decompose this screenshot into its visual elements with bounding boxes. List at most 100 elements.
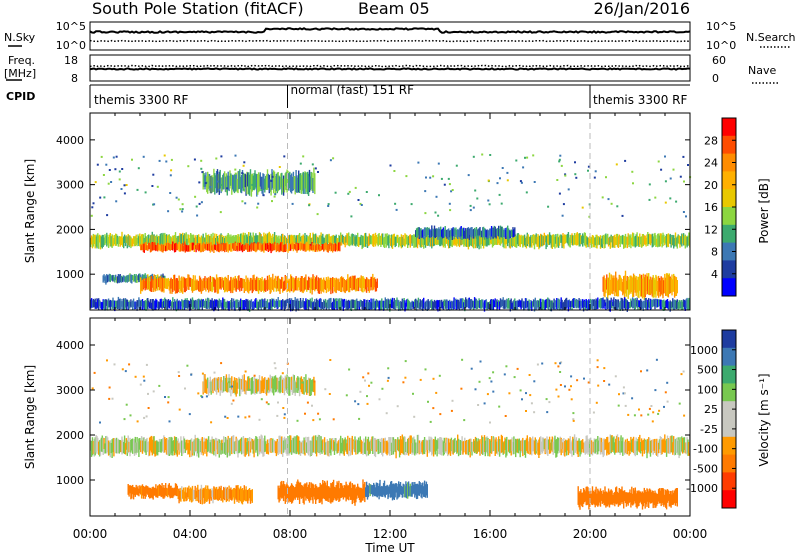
vel-band-0-cell [550,439,553,451]
power-band-0-cell [374,232,377,247]
vel-band-0-cell [187,443,189,455]
power-band-7-cell [423,302,426,309]
power-band-7-cell [241,300,244,311]
vel-band-6-cell [278,380,280,392]
power-band-0-cell [393,233,395,246]
power-band-7-cell [404,300,406,312]
power-band-0-cell [574,235,577,245]
vel-band-4-cell [382,483,385,495]
power-band-7-cell [397,299,399,306]
power-band-1-cell [251,243,253,250]
power-band-0-cell [234,235,236,244]
vel-scatter-cell [432,377,435,380]
vel-band-1-cell [130,485,132,500]
power-band-7-cell [666,299,669,309]
power-band-0-cell [117,237,120,247]
power-band-4-cell [287,170,289,190]
power-band-7-cell [236,299,238,309]
vel-band-4-cell [419,482,421,494]
vel-band-3-cell [281,480,283,499]
vel-scatter-cell [412,392,414,395]
vel-band-0-cell [182,436,185,453]
velocity-colorbar-segment [722,419,736,438]
power-band-3-cell [366,278,369,288]
vel-scatter-cell [546,411,549,414]
power-band-7-cell [663,299,665,311]
power-band-5-cell [484,228,486,238]
vel-band-0-cell [622,437,624,456]
vel-band-0-cell [544,438,546,455]
power-scatter-cell [501,167,504,169]
vel-band-1-cell [148,487,151,499]
power-band-1-cell [205,244,207,251]
power-band-0-cell [225,236,228,245]
power-scatter-cell [469,209,472,212]
power-band-6-cell [662,277,664,299]
power-band-0-cell [114,235,116,245]
power-band-0-cell [296,235,298,248]
vel-band-0-cell [346,443,348,454]
power-band-0-cell [325,234,328,248]
power-band-0-cell [410,235,412,244]
power-band-0-cell [297,235,299,243]
power-band-3-cell [374,279,377,292]
vel-band-0-cell [646,439,648,459]
power-scatter-cell [395,208,398,211]
vel-scatter-cell [488,377,491,380]
vel-band-0-cell [172,441,174,456]
power-band-0-cell [97,233,99,247]
vel-band-0-cell [332,440,335,451]
vel-band-0-cell [529,437,531,455]
power-band-0-cell [121,231,123,246]
power-band-3-cell [283,280,286,291]
power-band-3-cell [145,278,147,289]
power-band-0-cell [482,236,485,249]
power-band-5-cell [481,230,483,238]
vel-band-3-cell [319,482,321,503]
power-band-7-cell [118,298,120,310]
vel-band-0-cell [302,440,304,451]
power-band-2-cell [110,275,112,281]
vel-band-6-cell [217,377,220,393]
vel-band-3-cell [349,481,352,500]
power-colorbar-tick-label: 8 [711,246,718,259]
power-scatter-cell [574,161,576,164]
power-band-7-cell [566,300,569,308]
power-band-3-cell [301,276,303,293]
power-band-1-cell [179,243,181,252]
power-band-6-cell [605,279,607,294]
vel-band-0-cell [111,439,113,458]
power-band-0-cell [648,233,651,244]
power-band-0-cell [570,235,572,244]
vel-band-0-cell [623,441,625,453]
vel-band-0-cell [212,439,214,455]
power-band-0-cell [289,234,291,246]
power-band-0-cell [370,235,372,245]
vel-band-3-cell [317,487,320,500]
power-band-7-cell [98,298,100,310]
power-scatter-cell [567,188,570,191]
vel-band-2-cell [248,489,250,501]
power-band-7-cell [114,300,116,312]
power-band-0-cell [413,234,415,248]
power-band-2-cell [137,275,139,281]
power-band-7-cell [317,300,320,310]
power-band-0-cell [293,234,295,244]
power-band-3-cell [188,274,190,290]
power-band-1-cell [147,245,149,251]
vel-band-0-cell [270,438,272,453]
vel-band-6-cell [215,377,218,395]
power-band-1-cell [145,242,147,250]
power-band-7-cell [216,300,219,308]
vel-band-3-cell [341,485,344,497]
power-band-3-cell [310,277,312,290]
vel-band-0-cell [327,440,329,457]
vel-scatter-cell [328,393,331,395]
vel-band-0-cell [317,434,320,453]
power-band-1-cell [215,245,217,251]
vel-band-2-cell [244,489,246,501]
power-band-3-cell [164,279,166,289]
power-band-0-cell [249,232,252,246]
power-band-1-cell [165,245,167,252]
power-band-0-cell [572,235,574,246]
